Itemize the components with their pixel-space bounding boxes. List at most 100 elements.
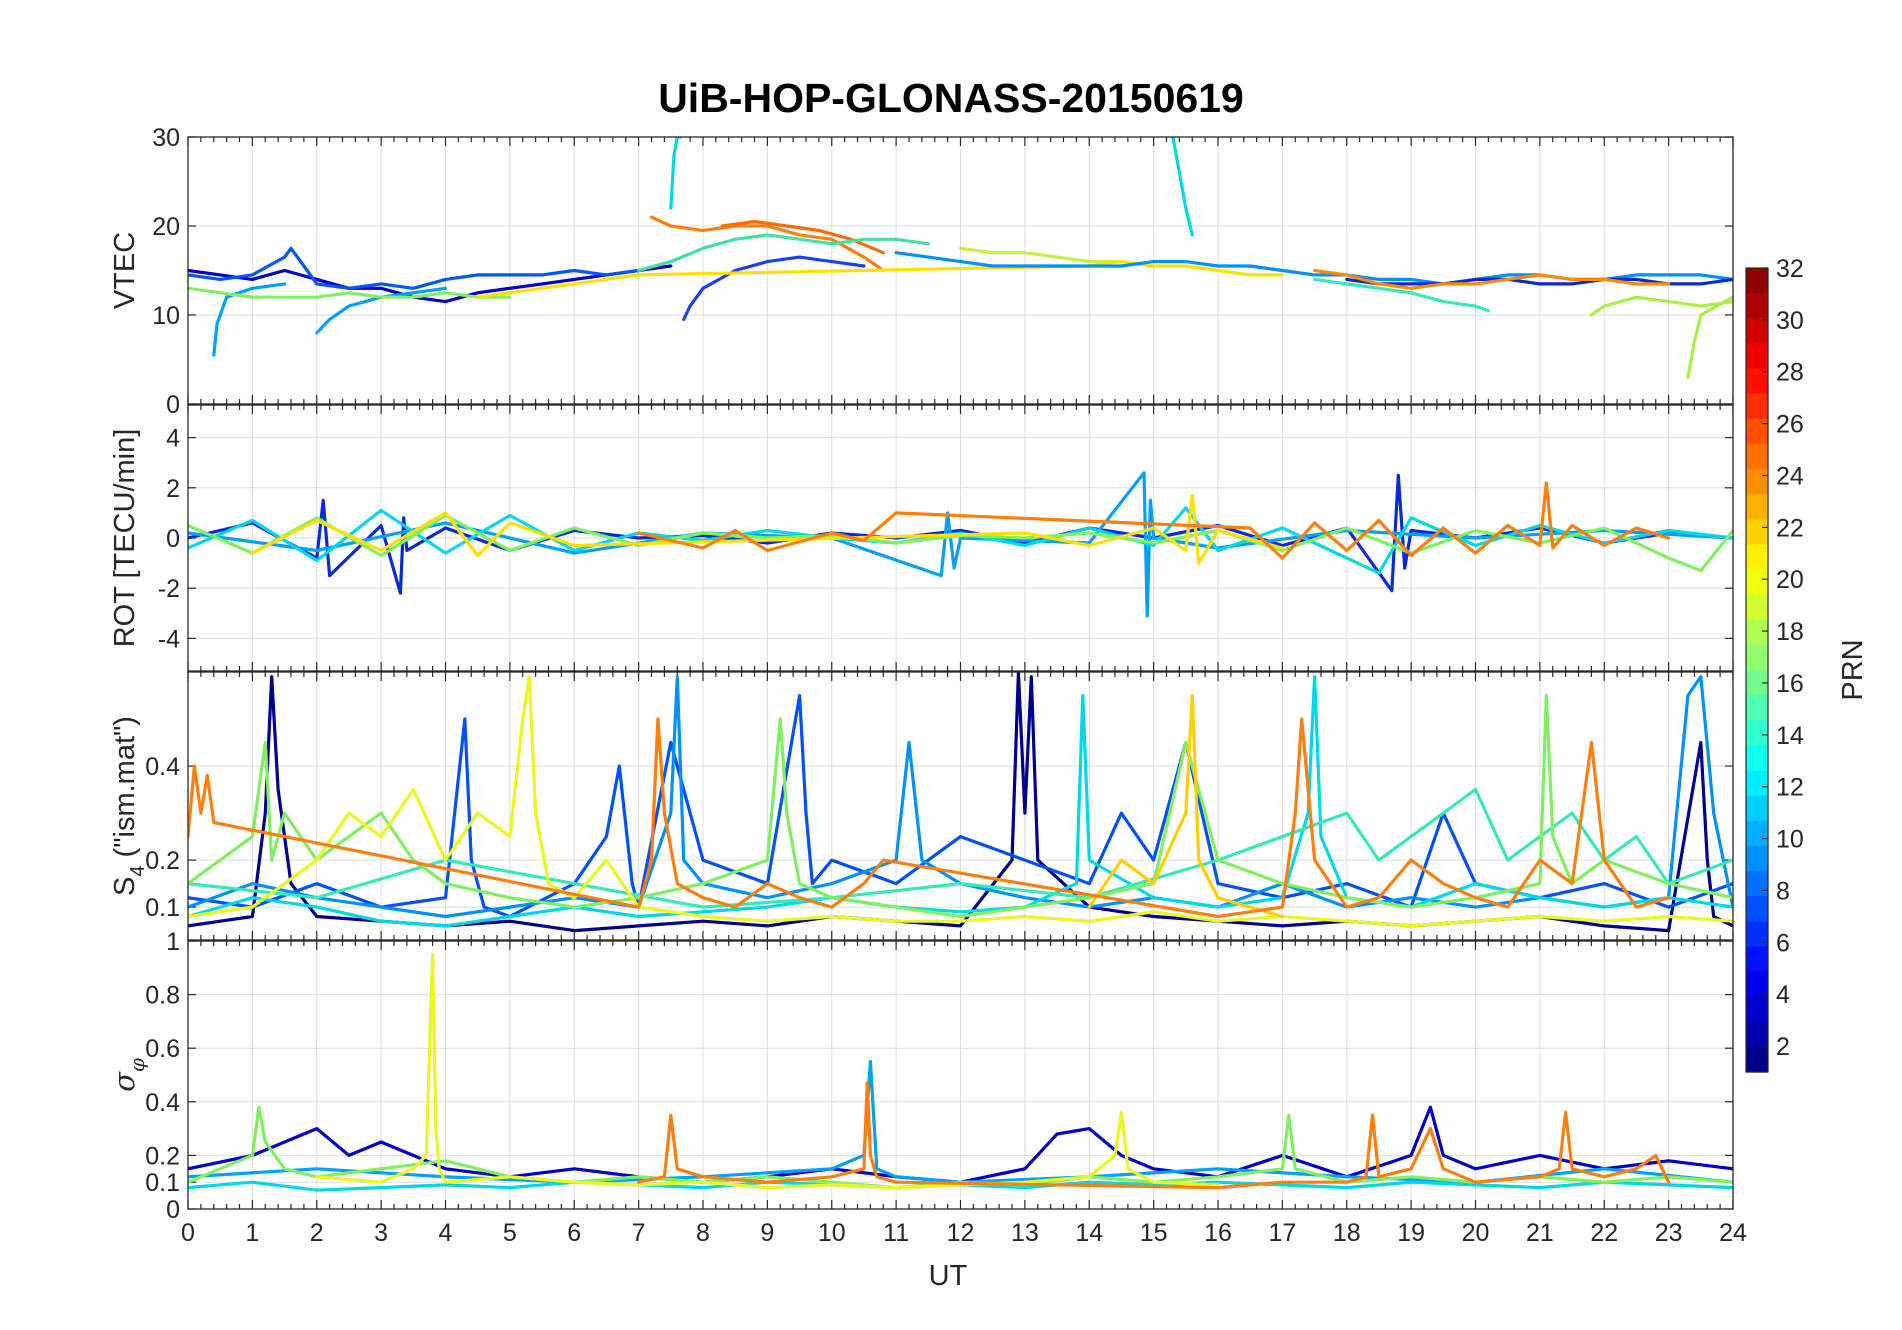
ytick-label-vtec-2: 20 [152,213,180,241]
xtick-label-7: 7 [632,1219,646,1247]
x-axis-label: UT [929,1260,968,1292]
series-line-vtec-6 [1171,137,1194,237]
colorbar-swatch [1746,293,1768,319]
series-line-vtec-16 [1589,295,1733,317]
series-line-rot-3 [188,513,1733,573]
series-line-vtec-18 [1312,277,1491,313]
colorbar-swatch [1746,871,1768,897]
series-line-s4-4 [188,787,1733,909]
xtick-label-4: 4 [439,1219,453,1247]
series-line-rot-5 [636,481,1671,560]
colorbar-tick-label-14: 30 [1776,307,1804,335]
y-axis-label-main-sigphi: σ [107,1071,141,1092]
panel-sigphi: 00.10.2 0.4 0.6 0.8 1 σφ [107,928,1734,1224]
xtick-label-14: 14 [1075,1219,1103,1247]
series-line-vtec-1 [188,246,641,290]
colorbar-swatch [1746,318,1768,344]
colorbar-swatch [1746,946,1768,973]
ytick-label-sigphi-4: 0.6 [145,1035,180,1063]
colorbar-swatch [1746,343,1768,370]
y-axis-label-s4: S4 ("ism.mat") [109,716,149,896]
xtick-label-11: 11 [883,1219,909,1247]
series-line-s4-1 [188,693,1733,919]
ytick-label-rot-0: -4 [158,625,180,653]
chart-title: UiB-HOP-GLONASS-20150619 [658,75,1244,121]
xtick-label-5: 5 [503,1219,517,1247]
colorbar-swatch [1746,695,1768,721]
colorbar-swatch [1746,268,1768,294]
colorbar-swatch [1746,443,1768,470]
colorbar-tick-label-13: 28 [1776,359,1804,387]
xtick-label-24: 24 [1719,1219,1747,1247]
colorbar-swatch [1746,795,1768,822]
series-line-vtec-0 [188,264,673,304]
series-group-rot [188,471,1733,618]
xtick-label-23: 23 [1655,1219,1683,1247]
series-line-s4-7 [1087,693,1285,919]
xtick-label-9: 9 [760,1219,774,1247]
colorbar-swatch [1746,418,1768,445]
y-axis-label-main-s4: S [109,877,141,896]
ytick-label-sigphi-2: 0.2 [145,1142,180,1170]
axes-frame-sigphi [187,940,1734,1210]
xtick-label-8: 8 [696,1219,710,1247]
ytick-label-s4-1: 0.2 [145,847,180,875]
xtick-label-19: 19 [1397,1219,1425,1247]
xtick-label-1: 1 [245,1219,259,1247]
axes-frame-s4 [187,671,1734,941]
xtick-label-16: 16 [1204,1219,1232,1247]
ytick-label-sigphi-6: 1 [166,928,180,956]
xtick-label-13: 13 [1011,1219,1039,1247]
series-line-sigphi-4 [315,952,1220,1190]
colorbar-tick-label-3: 8 [1776,877,1790,905]
colorbar-tick-label-6: 14 [1776,722,1804,750]
colorbar-swatch [1746,670,1768,696]
colorbar-swatch [1746,368,1768,395]
series-line-vtec-17 [1686,295,1733,379]
colorbar-swatch [1746,845,1768,872]
xtick-label-20: 20 [1462,1219,1490,1247]
colorbar-swatch [1746,594,1768,621]
series-line-sigphi-0 [188,1105,1733,1184]
colorbar-swatch [1746,619,1768,646]
colorbar-tick-label-8: 18 [1776,618,1804,646]
colorbar-swatch [1746,971,1768,998]
colorbar-tick-label-2: 6 [1776,929,1790,957]
ytick-label-vtec-0: 0 [166,391,180,419]
colorbar-swatch [1746,996,1768,1023]
panel-s4: 0.10.20.4S4 ("ism.mat") [109,671,1734,941]
ytick-label-sigphi-5: 0.8 [145,982,180,1010]
y-axis-label-sub-sigphi: φ [125,1058,149,1072]
y-axis-label-rot: ROT [TECU/min] [109,429,141,648]
colorbar-tick-label-1: 4 [1776,981,1790,1009]
colorbar-tick-label-4: 10 [1776,826,1804,854]
series-group-s4 [188,672,1733,933]
colorbar-tick-label-10: 22 [1776,514,1804,542]
series-line-vtec-5 [669,137,683,210]
y-axis-label-vtec: VTEC [109,232,141,309]
colorbar-swatch [1746,1046,1768,1073]
ytick-label-sigphi-1: 0.1 [145,1169,180,1197]
panel-vtec: 0 10 20 30 VTEC [109,124,1734,419]
series-line-vtec-9 [636,233,930,273]
xtick-label-6: 6 [567,1219,581,1247]
colorbar-swatch [1746,544,1768,571]
xtick-label-12: 12 [947,1219,975,1247]
xtick-label-22: 22 [1590,1219,1618,1247]
series-line-vtec-7 [649,215,885,273]
xtick-label-10: 10 [818,1219,846,1247]
series-group-sigphi [188,952,1733,1192]
y-axis-label-sub-s4: 4 [127,866,149,877]
colorbar-swatch [1746,745,1768,772]
y-axis-label-rest-s4: ("ism.mat") [109,716,141,865]
colorbar-swatch [1746,644,1768,671]
axes-frame-vtec [187,136,1734,405]
ytick-label-rot-4: 4 [166,425,180,453]
colorbar-swatch [1746,519,1768,545]
series-line-vtec-15 [1312,268,1671,290]
colorbar-tick-label-0: 2 [1776,1033,1790,1061]
